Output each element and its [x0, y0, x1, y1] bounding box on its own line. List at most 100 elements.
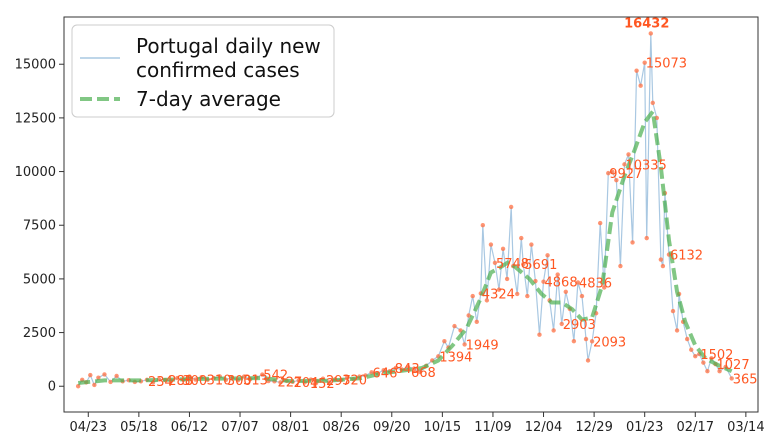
daily-cases-point	[606, 170, 611, 176]
annotation-label: 152	[310, 377, 335, 392]
annotation-label: 300	[227, 374, 252, 389]
daily-cases-point	[701, 360, 706, 365]
daily-cases-point	[474, 319, 479, 325]
daily-cases-point	[393, 365, 399, 371]
y-tick-label: 5000	[23, 272, 56, 287]
daily-cases-point	[729, 376, 734, 381]
x-axis: 04/23 05/18 06/12 07/07 08/01 08/26 09/20 10/15…	[70, 412, 765, 435]
daily-cases-point	[622, 162, 627, 167]
daily-cases-point	[583, 336, 589, 342]
y-tick-label: 15000	[15, 58, 56, 73]
x-tick-label: 05/18	[120, 420, 157, 435]
annotation-label: 4836	[579, 276, 612, 291]
daily-cases-point	[88, 372, 93, 378]
daily-cases-point	[500, 246, 506, 252]
daily-cases-point	[75, 384, 81, 389]
daily-cases-point	[508, 204, 514, 210]
legend-daily-label-line-1: Portugal daily new	[136, 34, 321, 58]
daily-cases-point	[326, 380, 332, 385]
daily-cases-point	[650, 100, 655, 106]
daily-cases-point	[614, 177, 619, 183]
daily-cases-point	[515, 291, 520, 297]
x-tick-label: 12/04	[525, 420, 562, 435]
daily-cases-point	[484, 298, 490, 303]
annotation-label: 297	[326, 374, 351, 389]
daily-cases-point	[504, 276, 510, 282]
y-tick-label: 2500	[23, 326, 56, 341]
y-axis: 0 2500 5000 7500 10000 12500 15000	[15, 58, 64, 395]
daily-cases-point	[610, 169, 615, 174]
annotation-label: 1027	[717, 358, 750, 373]
annotation-label: 2093	[593, 335, 626, 350]
x-tick-label: 08/01	[272, 420, 309, 435]
daily-cases-point	[496, 287, 502, 292]
annotation-label: 15073	[646, 57, 687, 72]
daily-cases-point	[555, 272, 560, 277]
y-tick-label: 12500	[15, 111, 56, 126]
x-tick-label: 06/12	[171, 420, 208, 435]
annotation-label: 310	[207, 374, 232, 389]
annotation-label: 843	[395, 362, 420, 377]
daily-cases-point	[689, 347, 694, 352]
legend: Portugal daily new confirmed cases 7-day…	[71, 24, 335, 118]
daily-cases-point	[492, 260, 498, 266]
annotation-label: 6132	[670, 249, 703, 264]
daily-cases-point	[92, 382, 97, 388]
annotation-label: 1502	[700, 348, 733, 363]
daily-cases-point	[648, 31, 653, 36]
daily-cases-point	[521, 261, 526, 267]
annotation-label: 5748	[496, 257, 529, 272]
annotation-label: 1949	[466, 338, 499, 353]
annotation-label: 5691	[524, 258, 557, 273]
daily-cases-point	[193, 377, 198, 382]
daily-cases-point	[363, 373, 368, 378]
seven-day-average-line	[78, 109, 733, 385]
daily-cases-point	[618, 263, 623, 269]
daily-cases-point	[634, 68, 639, 73]
daily-cases-point	[660, 263, 666, 269]
daily-cases-point	[466, 313, 471, 318]
daily-cases-point	[96, 375, 101, 380]
x-tick-label: 09/20	[373, 420, 410, 435]
daily-cases-point	[670, 308, 676, 314]
daily-cases-point	[579, 293, 585, 299]
daily-cases-point	[114, 373, 119, 379]
y-tick-label: 10000	[15, 165, 56, 180]
annotation-label: 365	[733, 372, 758, 387]
x-tick-label: 02/17	[677, 420, 714, 435]
annotation-label: 234	[148, 375, 173, 390]
y-tick-label: 7500	[23, 219, 56, 234]
peak-annotation-label: 16432	[624, 16, 669, 31]
daily-cases-point	[642, 60, 647, 65]
daily-cases-point	[541, 279, 546, 284]
annotation-label: 10335	[625, 158, 666, 173]
daily-cases-point	[488, 242, 494, 247]
daily-cases-point	[705, 369, 710, 374]
x-tick-label: 08/26	[322, 420, 359, 435]
annotation-label: 668	[411, 366, 436, 381]
x-tick-label: 07/07	[221, 420, 258, 435]
y-tick-label: 0	[48, 380, 56, 395]
x-tick-label: 01/23	[626, 420, 663, 435]
daily-cases-point	[411, 366, 417, 371]
daily-cases-point	[278, 380, 283, 385]
daily-cases-point	[644, 235, 649, 241]
daily-cases-point	[658, 257, 664, 262]
daily-cases-point	[108, 379, 113, 385]
annotation-label: 4868	[545, 276, 578, 291]
daily-cases-point	[102, 372, 107, 377]
x-tick-label: 12/29	[575, 420, 612, 435]
annotation-label: 204	[294, 376, 319, 391]
legend-box	[71, 24, 335, 118]
daily-cases-point	[638, 83, 643, 88]
daily-cases-point	[462, 342, 467, 347]
daily-cases-point	[175, 375, 180, 381]
daily-cases-point	[529, 242, 534, 247]
daily-cases-point	[693, 353, 698, 359]
daily-cases-point	[470, 293, 475, 299]
seven-day-average-series	[78, 109, 733, 385]
annotation-label: 9927	[609, 167, 642, 182]
